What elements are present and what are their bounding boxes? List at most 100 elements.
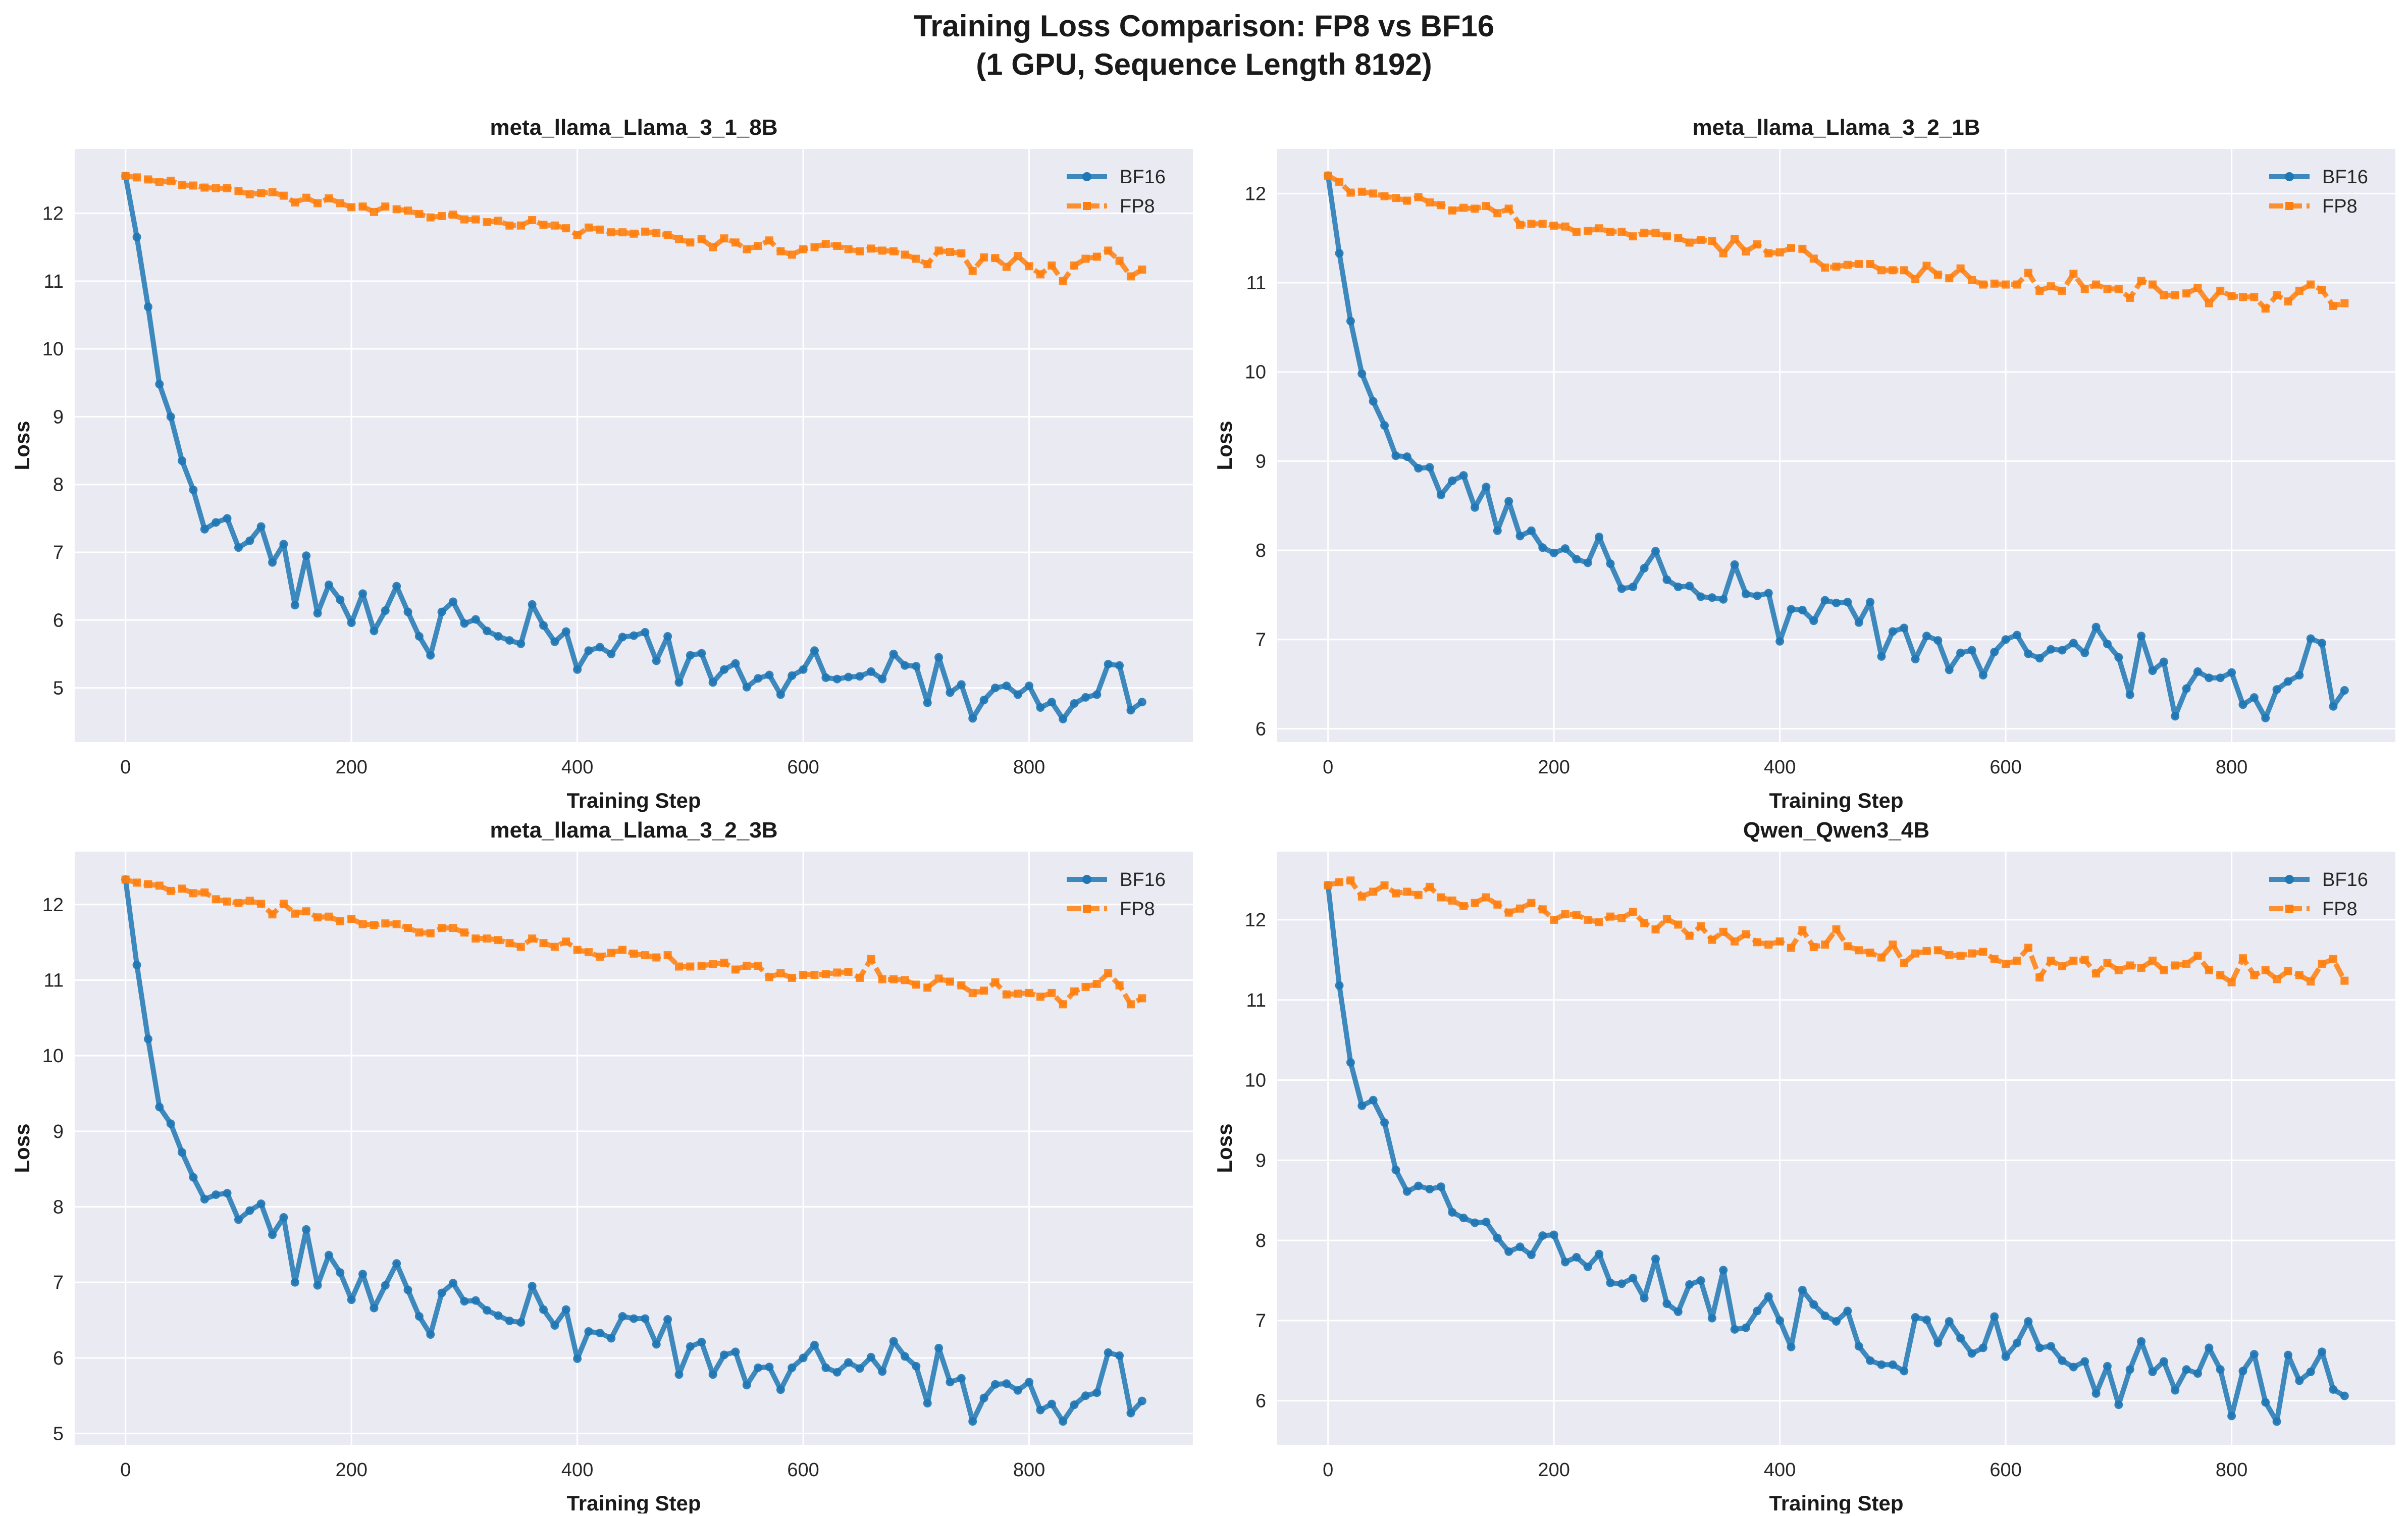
- data-point: [1025, 988, 1033, 997]
- data-point: [279, 191, 288, 200]
- data-point: [370, 921, 378, 929]
- data-point: [1070, 987, 1079, 996]
- data-point: [686, 651, 695, 660]
- y-tick-label: 7: [1255, 1311, 1266, 1332]
- data-point: [516, 943, 525, 951]
- data-point: [1967, 646, 1976, 655]
- data-point: [912, 1362, 921, 1371]
- data-point: [528, 934, 537, 943]
- data-point: [1877, 953, 1886, 962]
- data-point: [2137, 1337, 2146, 1346]
- data-point: [776, 969, 785, 977]
- data-point: [2193, 952, 2202, 960]
- subplot-1: 5 6 7 8 9 10 11 12 0 200 400 600 800 meta_llama_Llama…: [10, 115, 1193, 812]
- data-point: [1380, 192, 1389, 200]
- data-point: [1979, 948, 1987, 956]
- data-point: [1707, 593, 1716, 602]
- y-tick-label: 9: [1255, 451, 1266, 472]
- data-point: [1561, 544, 1570, 553]
- data-point: [630, 950, 638, 958]
- data-point: [2227, 668, 2236, 677]
- data-point: [573, 1354, 582, 1363]
- data-point: [1640, 229, 1649, 237]
- data-point: [494, 217, 503, 225]
- data-point: [979, 696, 988, 705]
- data-point: [1583, 1263, 1592, 1271]
- data-point: [595, 643, 604, 652]
- data-point: [2273, 291, 2281, 299]
- data-point: [2171, 1386, 2180, 1395]
- data-point: [1854, 1342, 1863, 1351]
- data-point: [641, 628, 650, 637]
- data-point: [2047, 956, 2055, 965]
- data-point: [878, 674, 887, 684]
- data-point: [313, 1281, 322, 1290]
- data-point: [2295, 286, 2304, 295]
- data-point: [719, 1350, 728, 1360]
- data-point: [1516, 904, 1525, 913]
- data-point: [1126, 706, 1135, 715]
- data-point: [2295, 670, 2304, 679]
- data-point: [223, 514, 232, 523]
- data-point: [256, 1199, 266, 1209]
- data-point: [1081, 1391, 1090, 1400]
- x-tick-label: 400: [561, 757, 593, 778]
- data-point: [471, 1296, 480, 1305]
- data-point: [595, 1328, 604, 1337]
- data-point: [1787, 1342, 1796, 1351]
- legend-marker: [1082, 875, 1091, 884]
- data-point: [324, 580, 333, 589]
- data-point: [1561, 222, 1569, 231]
- data-point: [167, 177, 175, 185]
- data-point: [1640, 1293, 1649, 1302]
- data-point: [392, 920, 401, 928]
- data-point: [2318, 960, 2326, 968]
- subplot-title: meta_llama_Llama_3_2_1B: [1693, 115, 1980, 140]
- y-tick-label: 10: [42, 339, 64, 360]
- data-point: [1357, 892, 1366, 901]
- data-point: [630, 1314, 638, 1323]
- data-point: [1707, 1314, 1716, 1323]
- x-tick-label: 200: [1538, 1459, 1569, 1481]
- data-point: [1538, 1231, 1547, 1240]
- data-point: [381, 606, 390, 615]
- data-point: [370, 626, 379, 636]
- data-point: [2171, 712, 2180, 721]
- data-point: [1070, 699, 1079, 708]
- data-point: [1945, 951, 1954, 959]
- data-point: [245, 190, 254, 198]
- data-point: [1933, 946, 1942, 955]
- data-point: [1459, 1214, 1468, 1223]
- data-point: [934, 246, 943, 255]
- data-point: [2159, 1357, 2168, 1366]
- data-point: [1753, 591, 1762, 600]
- data-point: [1775, 1316, 1785, 1325]
- x-axis-label: Training Step: [566, 789, 701, 812]
- data-point: [494, 936, 503, 945]
- subplot-title: meta_llama_Llama_3_2_3B: [490, 818, 778, 843]
- data-point: [1025, 682, 1034, 691]
- data-point: [1357, 187, 1366, 196]
- data-point: [618, 228, 627, 237]
- data-point: [652, 1340, 661, 1349]
- data-point: [1595, 224, 1603, 233]
- data-point: [2160, 966, 2168, 974]
- data-point: [313, 913, 322, 922]
- data-point: [2238, 954, 2247, 963]
- data-point: [2091, 1389, 2101, 1398]
- data-point: [505, 636, 514, 645]
- data-point: [1584, 915, 1592, 924]
- data-point: [584, 646, 593, 655]
- data-point: [2126, 961, 2134, 970]
- data-point: [2159, 657, 2168, 666]
- data-point: [234, 1215, 243, 1224]
- data-point: [404, 924, 412, 932]
- data-point: [1426, 198, 1434, 207]
- data-point: [1866, 259, 1874, 268]
- data-point: [245, 1206, 254, 1215]
- data-point: [1742, 590, 1751, 599]
- data-point: [189, 181, 197, 190]
- y-tick-label: 9: [1255, 1150, 1266, 1171]
- x-tick-label: 600: [1990, 757, 2021, 778]
